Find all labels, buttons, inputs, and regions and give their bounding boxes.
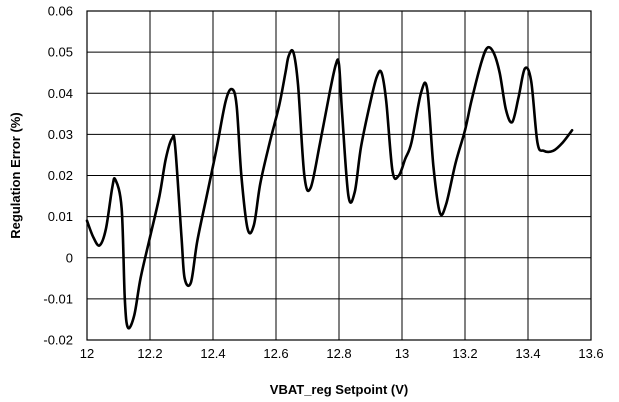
y-tick-label: -0.02 bbox=[43, 333, 73, 348]
x-tick-label: 12.8 bbox=[326, 346, 351, 361]
y-tick-label: 0.06 bbox=[48, 4, 73, 19]
y-axis-title: Regulation Error (%) bbox=[8, 112, 23, 238]
y-tick-label: 0.05 bbox=[48, 45, 73, 60]
x-tick-label: 12.6 bbox=[263, 346, 288, 361]
tick-labels: 12 12.2 12.4 12.6 12.8 13 13.2 13.4 13.6 -0.02 -0.… bbox=[43, 4, 603, 362]
y-tick-label: 0.03 bbox=[48, 127, 73, 142]
x-axis-title: VBAT_reg Setpoint (V) bbox=[270, 382, 408, 397]
series-line bbox=[85, 45, 574, 330]
x-tick-label: 12.2 bbox=[137, 346, 162, 361]
y-tick-label: 0.04 bbox=[48, 86, 73, 101]
plot-area-frame bbox=[86, 10, 592, 341]
x-tick-label: 12.4 bbox=[200, 346, 225, 361]
x-tick-label: 13.2 bbox=[452, 346, 477, 361]
x-tick-label: 12 bbox=[80, 346, 94, 361]
x-tick-label: 13 bbox=[395, 346, 409, 361]
y-tick-label: 0.01 bbox=[48, 209, 73, 224]
x-tick-label: 13.4 bbox=[515, 346, 540, 361]
y-tick-label: 0.02 bbox=[48, 168, 73, 183]
y-tick-label: 0 bbox=[66, 250, 73, 265]
y-tick-label: -0.01 bbox=[43, 291, 73, 306]
x-tick-label: 13.6 bbox=[578, 346, 603, 361]
